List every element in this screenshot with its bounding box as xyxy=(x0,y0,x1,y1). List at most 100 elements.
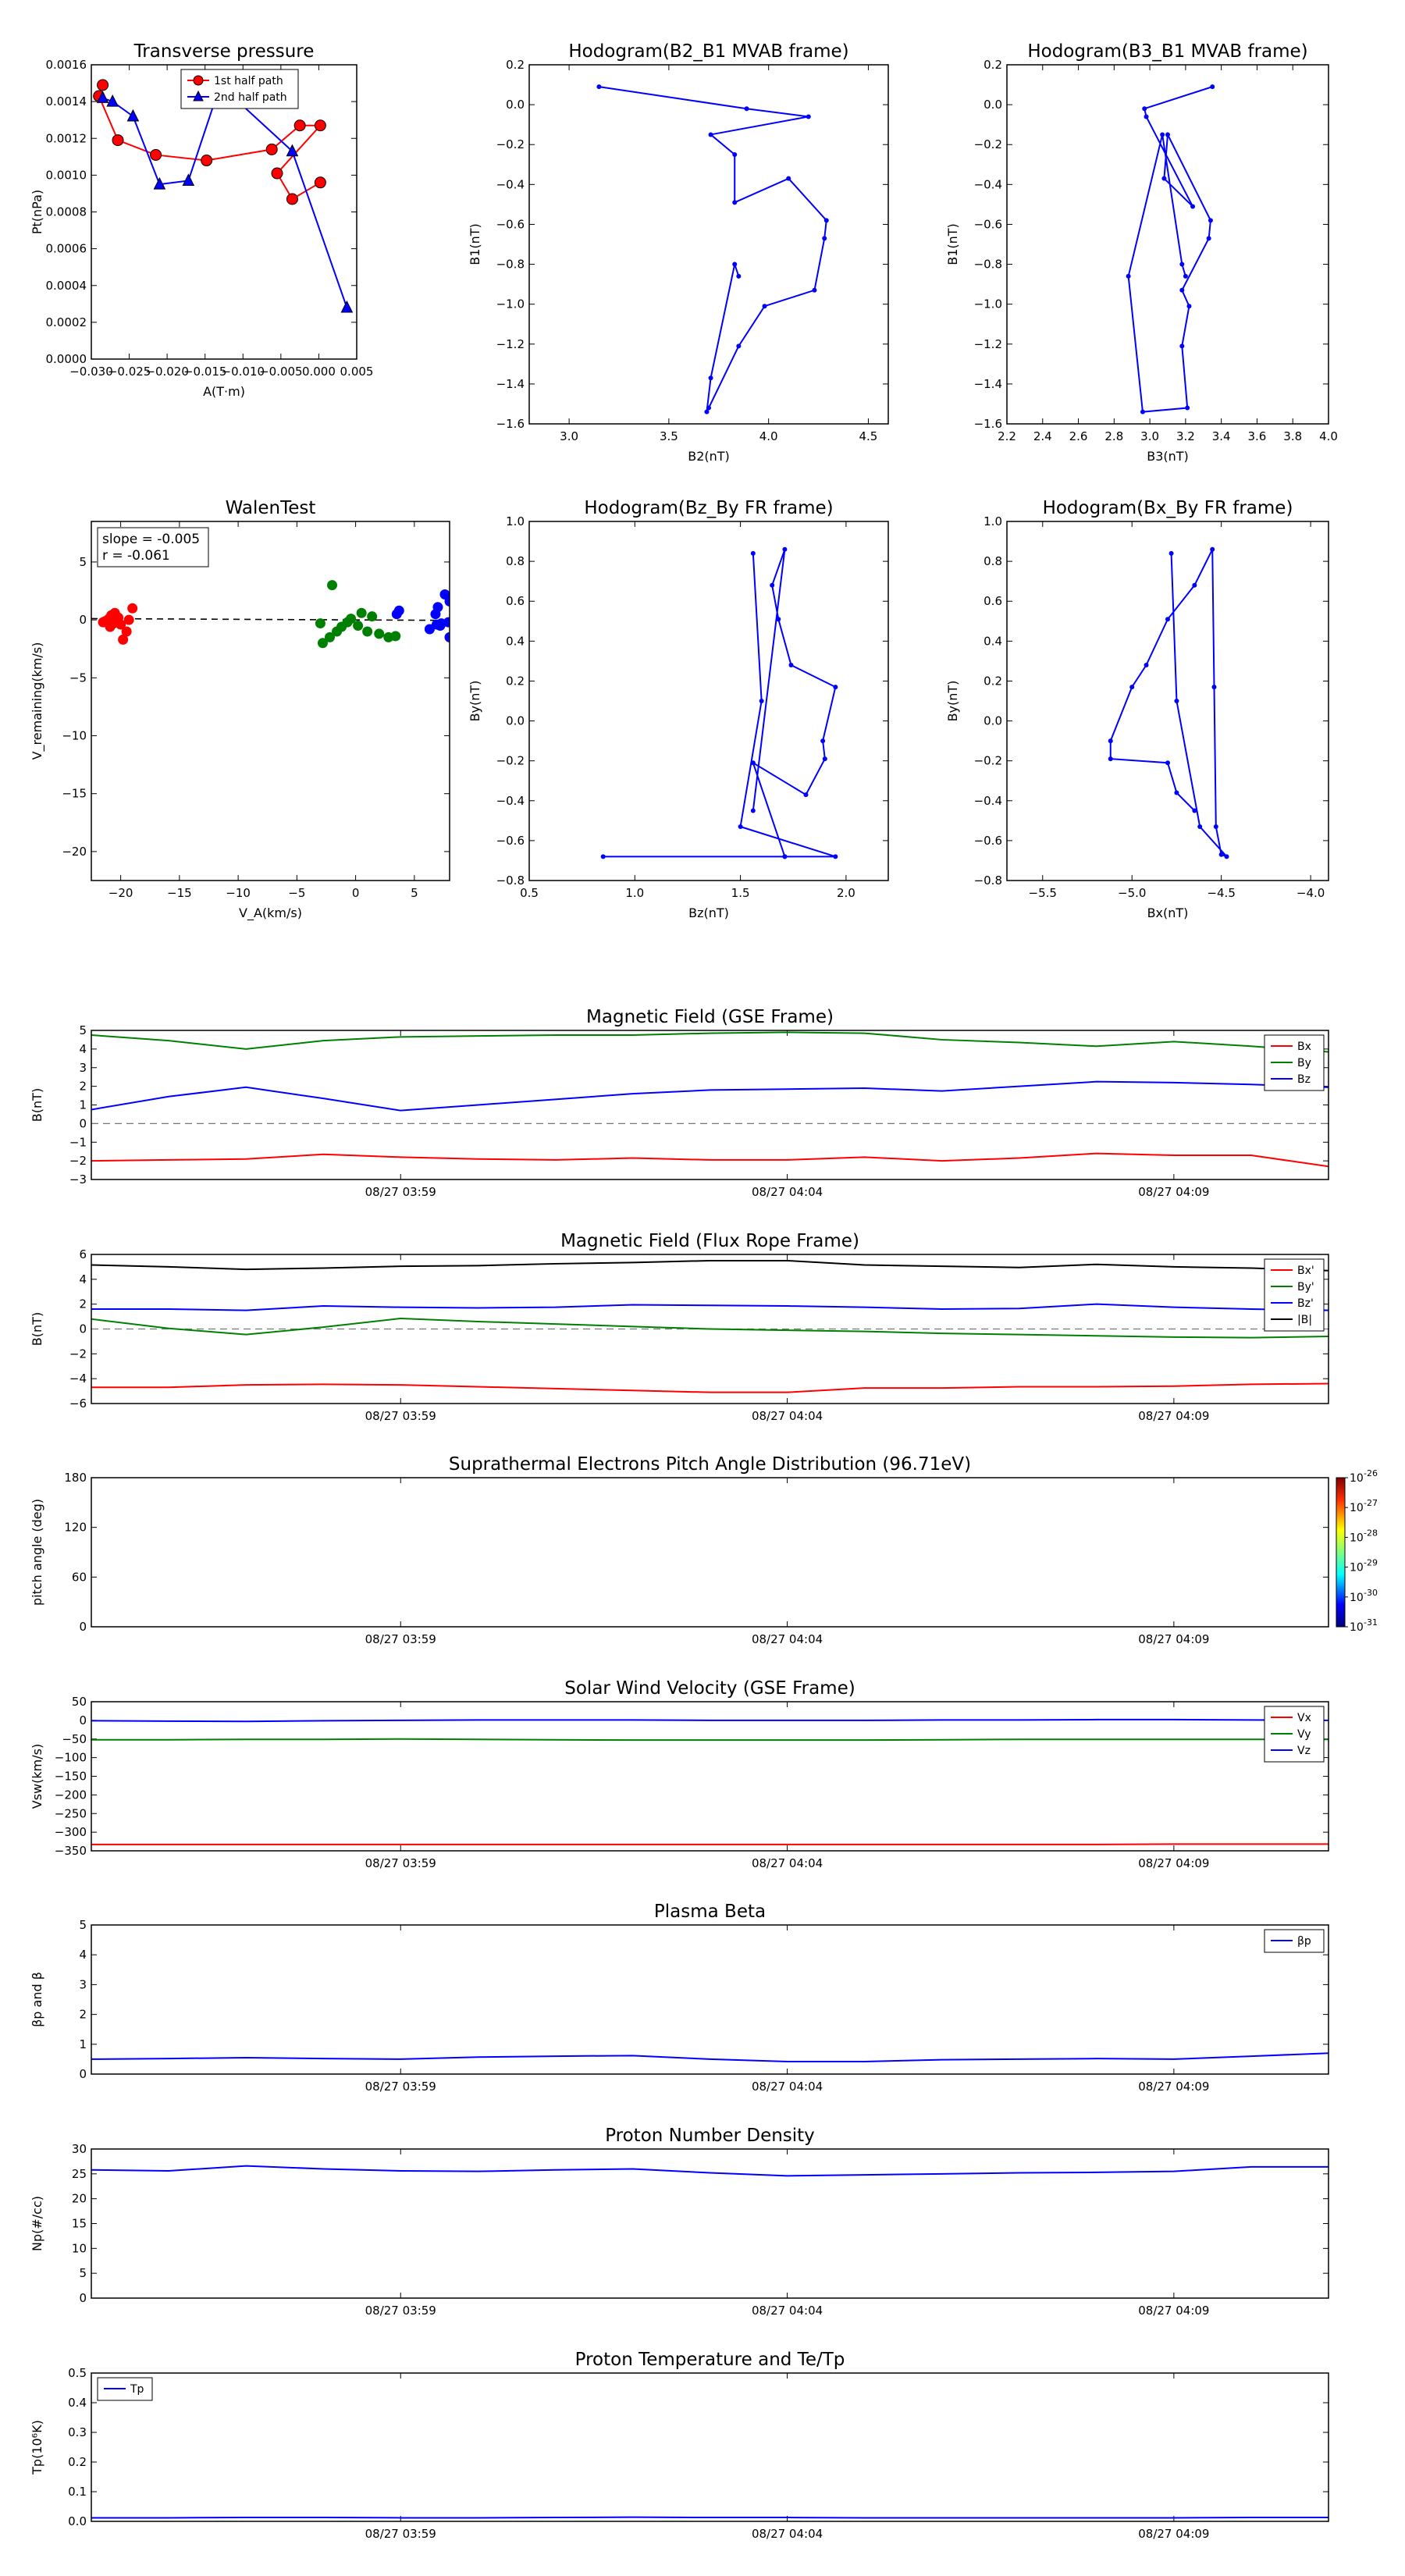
plot-frame xyxy=(91,1701,1329,1852)
plot-frame xyxy=(91,1477,1329,1628)
data-point xyxy=(782,546,788,552)
y-axis-label: B(nT) xyxy=(30,1088,44,1122)
data-point xyxy=(127,603,138,614)
data-point xyxy=(1161,176,1167,181)
y-tick-label: 5 xyxy=(79,1918,87,1932)
y-tick-label: 0.0 xyxy=(68,2514,87,2528)
x-axis-label: V_A(km/s) xyxy=(239,906,302,921)
y-tick-label: 0.6 xyxy=(984,594,1002,608)
x-tick-label: 08/27 04:04 xyxy=(752,1409,823,1423)
data-point xyxy=(820,738,826,744)
colorbar-label-base: 10 xyxy=(1350,1592,1364,1604)
data-point xyxy=(150,148,162,161)
data-point xyxy=(1140,409,1145,415)
chart-hodogram-b2-b1: Hodogram(B2_B1 MVAB frame) 3.0 3.5 4.0 4.5 −1… xyxy=(468,41,889,464)
series-line-0 xyxy=(603,549,837,858)
data-point xyxy=(153,177,166,190)
data-point xyxy=(424,624,435,635)
series-line-By' xyxy=(91,1317,1329,1339)
data-point xyxy=(286,193,298,205)
y-tick-label: 0.0006 xyxy=(46,242,87,256)
x-tick-label: −10 xyxy=(226,886,251,900)
x-tick-label: 3.0 xyxy=(1140,429,1159,443)
x-tick-label: −15 xyxy=(167,886,192,900)
x-tick-label: 2.8 xyxy=(1104,429,1123,443)
colorbar-label-base: 10 xyxy=(1350,1532,1364,1544)
series-line-By xyxy=(91,1031,1329,1053)
y-tick-label: −4 xyxy=(69,1372,87,1386)
data-point xyxy=(315,618,325,629)
data-point xyxy=(1142,106,1147,112)
data-point xyxy=(1179,287,1185,293)
data-point xyxy=(833,854,838,859)
data-point xyxy=(444,632,450,642)
x-tick-label: 4.0 xyxy=(1319,429,1338,443)
x-tick-label: 08/27 03:59 xyxy=(365,1409,436,1423)
y-tick-label: 0.8 xyxy=(984,554,1002,568)
y-tick-label: 0 xyxy=(79,1620,87,1634)
colorbar-label-exp: -28 xyxy=(1364,1528,1378,1538)
data-point xyxy=(118,634,129,645)
y-tick-label: −0.8 xyxy=(974,258,1002,272)
chart-title: Proton Number Density xyxy=(605,2126,815,2146)
y-tick-label: 4 xyxy=(79,1042,87,1056)
y-tick-label: 0.0000 xyxy=(46,352,87,366)
data-point xyxy=(803,792,809,798)
data-point xyxy=(788,663,794,667)
series-line-|B| xyxy=(91,1259,1329,1272)
x-tick-label: 08/27 04:09 xyxy=(1138,1185,1209,1199)
y-tick-label: −2 xyxy=(69,1347,87,1361)
legend-label: Bz xyxy=(1297,1073,1311,1086)
y-tick-label: −200 xyxy=(55,1788,87,1802)
plot-frame xyxy=(91,521,450,881)
data-point xyxy=(97,79,109,91)
y-tick-label: −350 xyxy=(55,1844,87,1858)
data-point xyxy=(353,621,364,632)
colorbar-label-base: 10 xyxy=(1350,1621,1364,1634)
series-line-Tp xyxy=(91,2516,1329,2519)
chart-magnetic-field-gse: Magnetic Field (GSE Frame) 08/27 03:59 08/… xyxy=(30,1007,1329,1199)
data-point xyxy=(1174,699,1179,703)
legend-label: Vy xyxy=(1297,1728,1311,1741)
colorbar-label-exp: -31 xyxy=(1364,1617,1378,1628)
x-tick-label: 08/27 03:59 xyxy=(365,1632,436,1646)
data-point xyxy=(96,91,109,103)
legend: Bx' By' Bz' |B| xyxy=(1264,1258,1325,1332)
data-point xyxy=(750,550,756,556)
data-point xyxy=(806,114,811,119)
y-tick-label: −1.0 xyxy=(974,297,1002,311)
data-point xyxy=(708,132,713,137)
data-point xyxy=(732,152,738,157)
data-point xyxy=(1165,132,1170,137)
y-tick-label: 5 xyxy=(79,555,87,569)
y-tick-label: −2 xyxy=(69,1154,87,1168)
plot-area xyxy=(1126,84,1215,415)
legend-label: By xyxy=(1297,1057,1311,1069)
y-tick-label: −1.0 xyxy=(496,297,525,311)
plot-frame xyxy=(91,64,357,360)
x-tick-label: 0.005 xyxy=(340,365,374,379)
data-point xyxy=(362,626,373,637)
y-tick-label: 20 xyxy=(72,2192,87,2206)
chart-title: Hodogram(Bz_By FR frame) xyxy=(584,498,833,518)
y-tick-label: 0.0016 xyxy=(46,58,87,72)
chart-hodogram-bz-by: Hodogram(Bz_By FR frame) 0.5 1.0 1.5 2.0 −0.8… xyxy=(468,498,889,920)
x-tick-label: 08/27 04:04 xyxy=(752,2080,823,2094)
legend-label: 2nd half path xyxy=(214,91,287,104)
chart-magnetic-field-fr: Magnetic Field (Flux Rope Frame) 08/27 03… xyxy=(30,1231,1329,1423)
colorbar-label-base: 10 xyxy=(1350,1502,1364,1514)
x-tick-label: 3.4 xyxy=(1212,429,1231,443)
y-tick-label: 2 xyxy=(79,1297,87,1311)
data-point xyxy=(346,614,357,624)
data-point xyxy=(759,699,764,703)
y-tick-label: 0.4 xyxy=(68,2396,87,2410)
data-point xyxy=(732,200,738,205)
data-point xyxy=(732,262,738,267)
data-point xyxy=(1168,550,1174,556)
y-tick-label: −1 xyxy=(69,1135,87,1149)
x-tick-label: 08/27 03:59 xyxy=(365,2080,436,2094)
legend-label: Vx xyxy=(1297,1712,1311,1724)
plot-frame xyxy=(1006,64,1329,425)
y-axis-label: By(nT) xyxy=(468,681,482,722)
